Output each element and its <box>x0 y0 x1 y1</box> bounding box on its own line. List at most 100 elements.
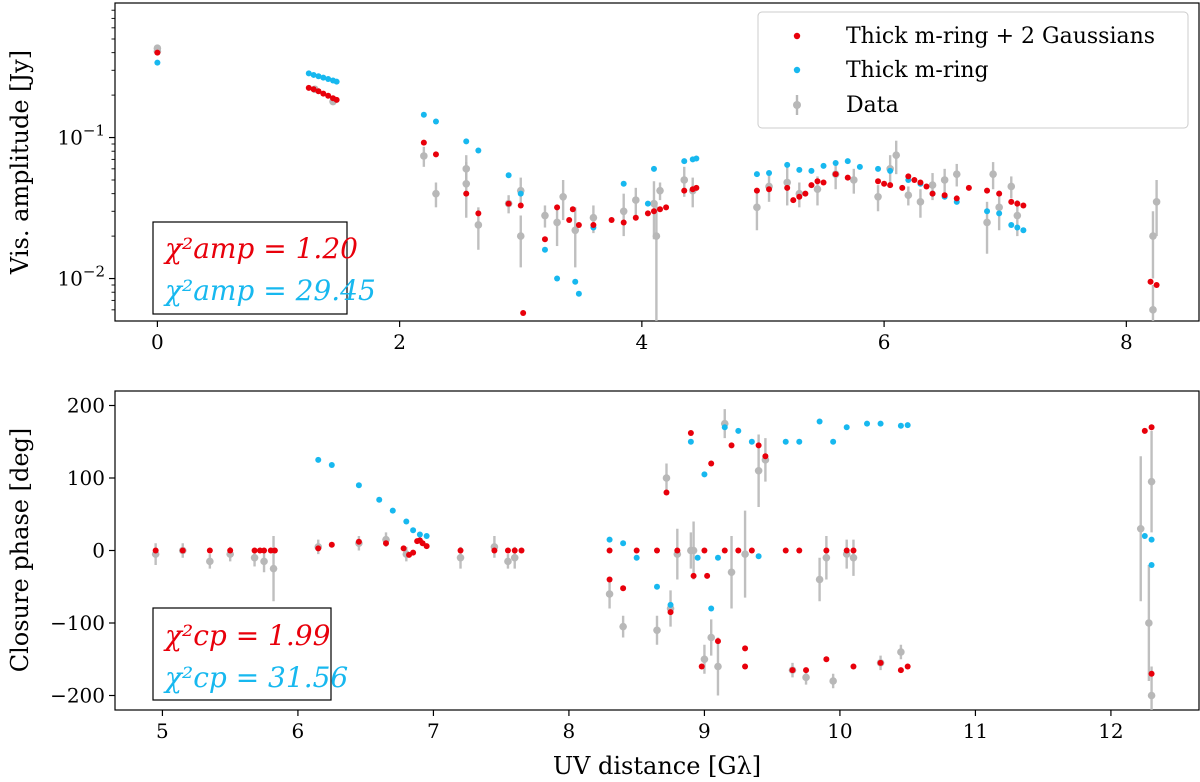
amplitude-model1-point <box>315 73 322 80</box>
amplitude-data-point <box>1149 306 1157 314</box>
amplitude-model1-point <box>517 190 524 197</box>
amplitude-model2-point <box>790 197 797 204</box>
closure-data-point <box>456 553 465 562</box>
amplitude-model1-point <box>681 158 688 165</box>
amplitude-model2-point <box>305 84 312 91</box>
closure-model2-point <box>897 667 904 674</box>
amplitude-data-point <box>432 189 440 198</box>
closure-model2-point <box>721 547 728 554</box>
closure-model1-point <box>1148 536 1155 543</box>
amplitude-model1-point <box>505 172 512 179</box>
amplitude-model2-point <box>333 96 340 103</box>
closure-ytick-label: 200 <box>67 394 105 418</box>
closure-model2-point <box>152 547 159 554</box>
amplitude-model2-point <box>554 204 561 211</box>
closure-data-point <box>802 673 810 682</box>
closure-data-point <box>700 655 709 664</box>
amplitude-data-point <box>559 193 567 201</box>
amplitude-model1-point <box>463 138 470 145</box>
amplitude-model1-point <box>475 147 482 154</box>
closure-y-ticks: −200 −100 0 100 200 <box>50 394 115 708</box>
amplitude-y-ticks: 10−2 10−1 <box>57 9 115 311</box>
closure-data-point <box>897 648 905 656</box>
amplitude-data-point <box>553 218 561 227</box>
closure-data-point <box>269 564 278 573</box>
closure-model2-point <box>803 667 810 674</box>
amplitude-model1-point <box>305 70 312 77</box>
amplitude-model2-point <box>814 178 821 185</box>
amplitude-model1-point <box>420 111 427 118</box>
closure-model1-point <box>877 420 884 427</box>
amplitude-model2-point <box>693 184 700 191</box>
closure-model2-point <box>843 547 850 554</box>
closure-data-point <box>689 546 698 555</box>
amplitude-data-point <box>850 176 858 184</box>
closure-data-point <box>1136 524 1145 533</box>
amplitude-data-point <box>462 165 471 173</box>
amplitude-data-point <box>474 221 483 229</box>
amplitude-model2-point <box>753 187 760 194</box>
amplitude-data-point <box>916 198 925 206</box>
amplitude-chi-frame <box>152 221 348 315</box>
closure-model2-point <box>328 541 335 548</box>
closure-data-point <box>605 590 614 598</box>
amplitude-data-point <box>516 232 525 240</box>
closure-model1-point <box>735 427 742 434</box>
amplitude-ytick-label: 10−2 <box>57 263 105 291</box>
closure-model2-point <box>667 609 674 616</box>
amplitude-model2-point <box>541 236 548 243</box>
closure-model1-point <box>714 554 721 561</box>
closure-model2-point <box>789 667 796 674</box>
amplitude-model2-point <box>520 309 527 316</box>
amplitude-data-point <box>995 203 1003 212</box>
amplitude-model2-point <box>663 204 670 211</box>
closure-model2-point <box>742 663 749 670</box>
closure-model1-point <box>403 518 410 525</box>
amplitude-panel: 0 2 4 6 8 10−2 10−1 Vis. amplitude [Jy] Thick… <box>6 2 1200 354</box>
closure-model2-point <box>708 460 715 467</box>
closure-ytick-label: −200 <box>50 684 105 708</box>
legend-label-model2: Thick m-ring + 2 Gaussians <box>846 24 1155 49</box>
amplitude-xtick-label: 8 <box>1120 330 1133 354</box>
amplitude-model2-point <box>569 206 576 213</box>
amplitude-model2-point <box>657 206 664 213</box>
amplitude-model2-point <box>1014 200 1021 207</box>
amplitude-data-point <box>813 185 822 194</box>
closure-model1-point <box>654 583 660 590</box>
amplitude-model1-point <box>554 275 561 282</box>
amplitude-x-ticks: 0 2 4 6 8 <box>151 321 1133 354</box>
amplitude-model2-point <box>632 214 639 221</box>
closure-model2-point <box>687 430 694 437</box>
amplitude-model2-point <box>310 86 317 93</box>
amplitude-model2-point <box>566 217 573 224</box>
amplitude-model2-point <box>875 178 882 185</box>
amplitude-model1-point <box>432 118 439 125</box>
closure-ytick-label: 100 <box>67 466 105 490</box>
amplitude-data-point <box>753 203 761 212</box>
amplitude-model2-point <box>590 221 597 228</box>
amplitude-model1-point <box>766 170 773 177</box>
closure-model2-point <box>654 547 660 554</box>
closure-xtick-label: 5 <box>156 719 169 743</box>
closure-model2-point <box>663 489 670 496</box>
amplitude-model1-point <box>154 59 161 66</box>
closure-model1-point <box>606 536 613 543</box>
amplitude-model1-point <box>541 246 548 253</box>
closure-model2-point <box>633 547 640 554</box>
amplitude-model2-point <box>808 182 815 189</box>
amplitude-model2-point <box>620 219 627 226</box>
legend-label-model1: Thick m-ring <box>846 58 989 83</box>
amplitude-data-point <box>632 196 640 204</box>
amplitude-model2-point <box>953 195 960 202</box>
closure-model2-point <box>261 547 268 554</box>
closure-model1-point <box>830 438 837 445</box>
closure-model1-point <box>755 553 762 560</box>
amplitude-data-point <box>541 211 549 220</box>
closure-data-point <box>849 553 858 562</box>
closure-model2-point <box>690 572 697 579</box>
amplitude-data-layer <box>153 44 1161 321</box>
amplitude-model1-point <box>844 158 851 165</box>
closure-data-point <box>653 626 661 635</box>
amplitude-data-point <box>940 176 949 184</box>
closure-xtick-label: 9 <box>698 719 711 743</box>
